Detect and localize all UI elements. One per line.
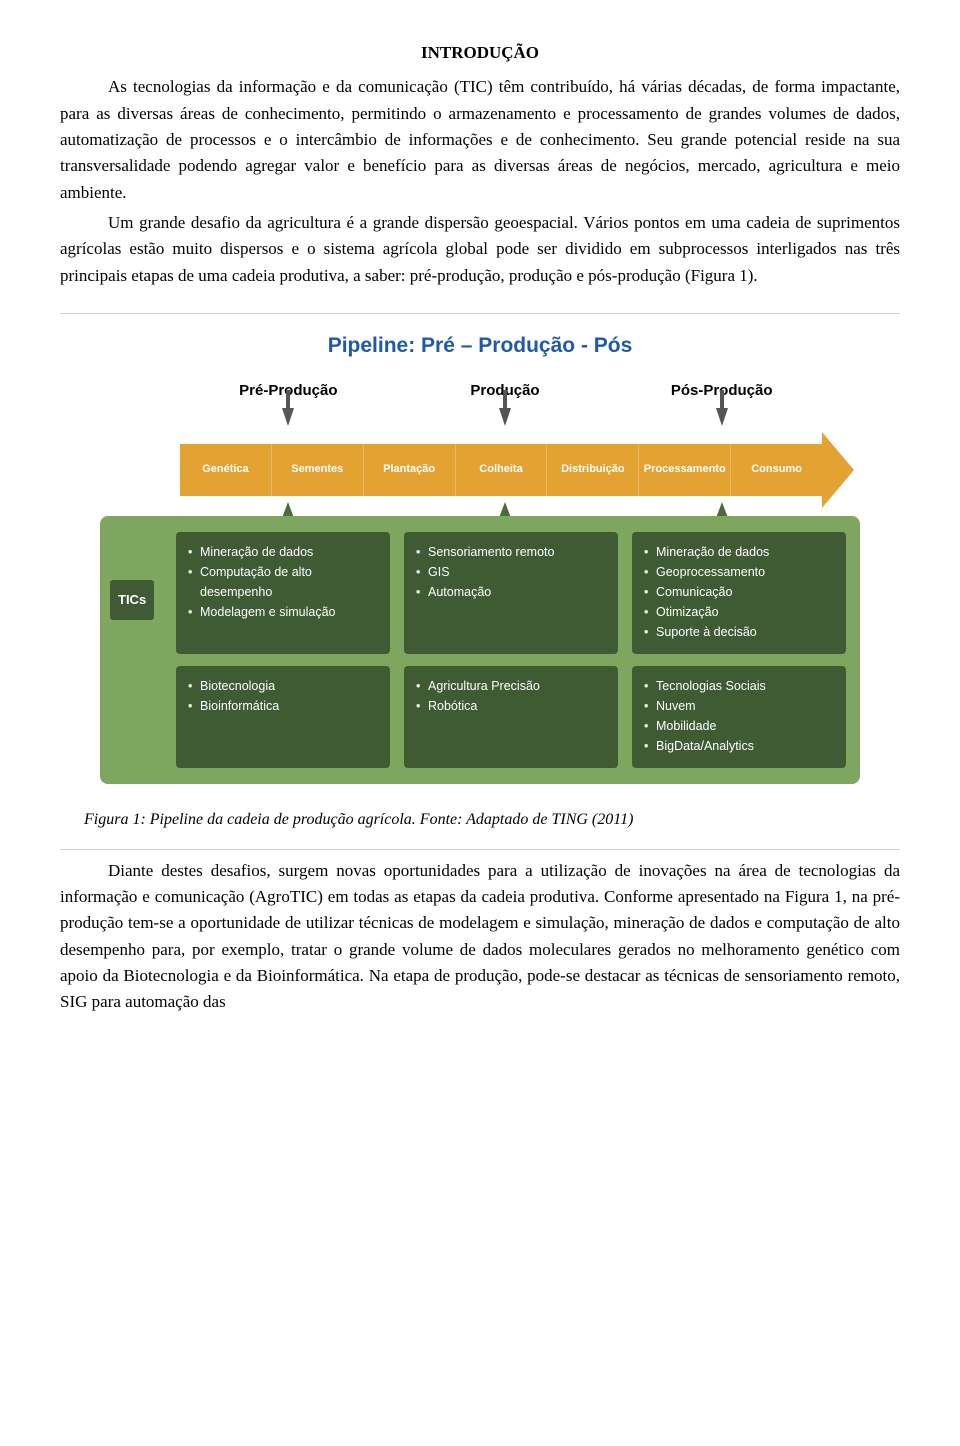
section-heading: INTRODUÇÃO [60, 40, 900, 66]
box-preproducao-domain: Biotecnologia Bioinformática [176, 666, 390, 768]
bullet-item: Tecnologias Sociais [644, 676, 834, 696]
bullet-item: BigData/Analytics [644, 736, 834, 756]
bullet-item: Robótica [416, 696, 606, 716]
down-arrow-icon [499, 408, 511, 426]
bullet-item: Agricultura Precisão [416, 676, 606, 696]
pipeline-arrow: Genética Sementes Plantação Colheita Dis… [180, 444, 854, 496]
bullet-item: Biotecnologia [188, 676, 378, 696]
arrow-seg-plantacao: Plantação [364, 444, 456, 496]
paragraph-1: As tecnologias da informação e da comuni… [60, 74, 900, 206]
bullet-item: Otimização [644, 602, 834, 622]
bullet-item: Sensoriamento remoto [416, 542, 606, 562]
figure-caption: Figura 1: Pipeline da cadeia de produção… [84, 808, 900, 833]
tics-row-1: Mineração de dados Computação de alto de… [176, 532, 846, 654]
arrow-seg-processamento: Processamento [639, 444, 731, 496]
paragraph-2: Um grande desafio da agricultura é a gra… [60, 210, 900, 289]
tics-panel: TICs Mineração de dados Computação de al… [100, 516, 860, 784]
arrow-seg-sementes: Sementes [272, 444, 364, 496]
arrow-seg-consumo: Consumo [731, 444, 822, 496]
bullet-item: Suporte à decisão [644, 622, 834, 642]
bullet-item: Modelagem e simulação [188, 602, 378, 622]
down-arrow-icon [282, 408, 294, 426]
bullet-item: Comunicação [644, 582, 834, 602]
box-producao-tics: Sensoriamento remoto GIS Automação [404, 532, 618, 654]
bullet-item: Mineração de dados [644, 542, 834, 562]
figure-1: Pipeline: Pré – Produção - Pós Pré-Produ… [60, 313, 900, 850]
bullet-item: Nuvem [644, 696, 834, 716]
tics-row-2: Biotecnologia Bioinformática Agricultura… [176, 666, 846, 768]
bullet-item: Bioinformática [188, 696, 378, 716]
box-posproducao-domain: Tecnologias Sociais Nuvem Mobilidade Big… [632, 666, 846, 768]
down-arrow-icon [716, 408, 728, 426]
pipeline-diagram: Pipeline: Pré – Produção - Pós Pré-Produ… [100, 330, 860, 784]
bullet-item: Automação [416, 582, 606, 602]
arrow-seg-genetica: Genética [180, 444, 272, 496]
arrow-head-icon [822, 432, 854, 508]
arrow-seg-distribuicao: Distribuição [547, 444, 639, 496]
paragraph-3: Diante destes desafios, surgem novas opo… [60, 858, 900, 1016]
bullet-item: Computação de alto desempenho [188, 562, 378, 602]
bullet-item: Mobilidade [644, 716, 834, 736]
box-preproducao-tics: Mineração de dados Computação de alto de… [176, 532, 390, 654]
box-posproducao-tics: Mineração de dados Geoprocessamento Comu… [632, 532, 846, 654]
up-arrows [180, 496, 830, 518]
down-arrows [180, 408, 830, 426]
bullet-item: Mineração de dados [188, 542, 378, 562]
diagram-title: Pipeline: Pré – Produção - Pós [100, 330, 860, 363]
tics-side-label: TICs [110, 580, 154, 620]
box-producao-domain: Agricultura Precisão Robótica [404, 666, 618, 768]
bullet-item: GIS [416, 562, 606, 582]
arrow-seg-colheita: Colheita [456, 444, 548, 496]
bullet-item: Geoprocessamento [644, 562, 834, 582]
